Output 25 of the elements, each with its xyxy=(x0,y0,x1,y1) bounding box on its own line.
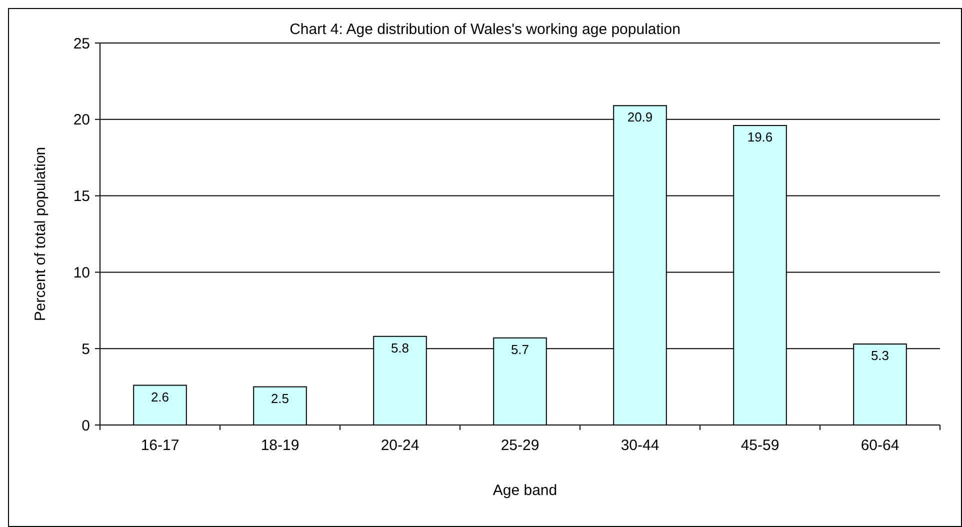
x-tick-label: 25-29 xyxy=(500,437,540,454)
bar xyxy=(253,386,307,426)
bar xyxy=(133,384,187,426)
data-label: 19.6 xyxy=(747,130,773,145)
x-tick-label: 20-24 xyxy=(380,437,420,454)
x-tick-label: 30-44 xyxy=(620,437,660,454)
y-tick-label: 20 xyxy=(73,112,90,129)
y-tick-label: 25 xyxy=(73,35,90,52)
x-tick-label: 16-17 xyxy=(140,437,180,454)
x-axis-title: Age band xyxy=(492,482,558,499)
y-tick-label: 15 xyxy=(73,188,90,206)
data-label: 5.8 xyxy=(390,340,410,356)
y-tick-label: 10 xyxy=(73,264,90,282)
data-label: 2.5 xyxy=(270,390,290,406)
chart-title: Chart 4: Age distribution of Wales's working age population xyxy=(290,21,680,38)
x-tick-label: 45-59 xyxy=(740,437,780,454)
data-label: 5.3 xyxy=(870,348,890,364)
data-label: 2.6 xyxy=(150,389,170,404)
data-label: 5.7 xyxy=(510,342,530,357)
y-tick-label: 5 xyxy=(82,340,90,358)
data-label: 20.9 xyxy=(627,110,653,125)
x-tick-label: 60-64 xyxy=(860,437,900,454)
y-axis-title: Percent of total population xyxy=(32,146,49,322)
y-tick-label: 0 xyxy=(82,417,90,434)
x-tick-label: 18-19 xyxy=(260,437,300,454)
